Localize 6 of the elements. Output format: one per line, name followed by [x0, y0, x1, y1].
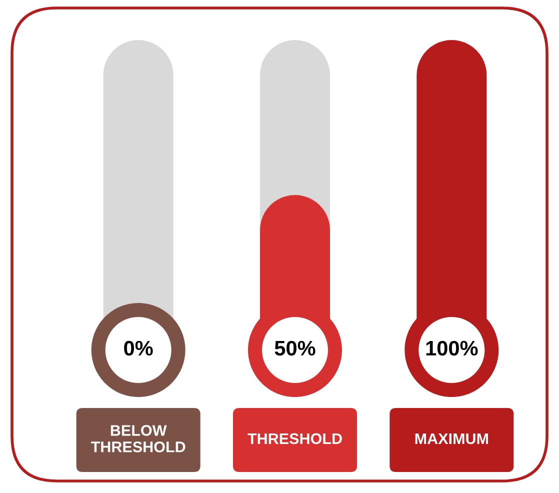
data-label: 50% [274, 340, 316, 356]
x-tick-label: THRESHOLD [248, 433, 342, 444]
x-tick-label: MAXIMUM [415, 433, 488, 444]
x-tick-label: BELOW THRESHOLD [90, 425, 186, 452]
data-label: 0% [124, 340, 153, 356]
data-label: 100% [426, 340, 478, 356]
